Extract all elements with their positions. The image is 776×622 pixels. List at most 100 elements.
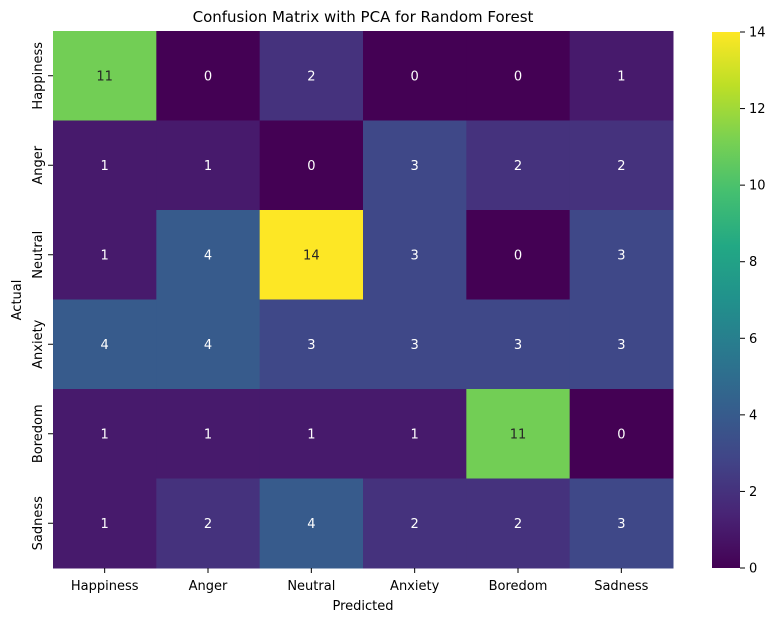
- cell-value-label: 0: [514, 248, 522, 263]
- colorbar-tick-label: 4: [749, 408, 757, 423]
- heatmap-cell: [53, 478, 157, 569]
- cell-value-label: 1: [204, 159, 212, 174]
- cell-value-label: 2: [411, 517, 419, 532]
- heatmap-cell: [259, 120, 364, 211]
- heatmap-cell: [259, 210, 364, 300]
- cell-value-label: 2: [514, 159, 522, 174]
- heatmap-cell: [466, 478, 571, 569]
- heatmap-cell: [259, 478, 364, 569]
- x-axis-ticks: Happiness Anger Neutral Anxiety Boredom Sadne…: [71, 568, 649, 594]
- cell-value-label: 3: [411, 159, 419, 174]
- x-axis-label: Predicted: [332, 599, 393, 614]
- cell-value-label: 3: [617, 248, 625, 263]
- cell-value-label: 2: [514, 517, 522, 532]
- cell-value-label: 4: [307, 517, 315, 532]
- x-tick-label: Boredom: [489, 579, 548, 594]
- colorbar-tick-label: 10: [749, 179, 766, 194]
- cell-value-label: 3: [514, 338, 522, 353]
- heatmap-cell: [156, 210, 261, 300]
- heatmap-cell: [53, 210, 157, 300]
- heatmap-cell: [569, 210, 674, 300]
- heatmap-cell: [363, 120, 467, 211]
- cell-value-label: 2: [204, 517, 212, 532]
- cell-value-label: 2: [307, 69, 315, 84]
- heatmap-cell: [466, 120, 571, 211]
- cell-value-label: 11: [96, 69, 113, 84]
- cell-value-label: 3: [411, 338, 419, 353]
- cell-value-label: 1: [101, 248, 109, 263]
- cell-value-label: 4: [204, 338, 212, 353]
- cell-value-label: 3: [307, 338, 315, 353]
- x-tick-label: Anxiety: [390, 579, 440, 594]
- heatmap-cell: [156, 120, 261, 211]
- cell-value-label: 1: [307, 427, 315, 442]
- colorbar: [712, 32, 740, 568]
- heatmap-cell: [363, 389, 467, 479]
- heatmap-cell: [569, 120, 674, 211]
- heatmap-cell: [53, 31, 157, 121]
- y-tick-label: Anger: [31, 145, 46, 184]
- heatmap-cell: [156, 478, 261, 569]
- cell-value-label: 0: [204, 69, 212, 84]
- cell-value-label: 4: [101, 338, 109, 353]
- y-axis-label: Actual: [10, 280, 25, 321]
- y-tick-label: Happiness: [31, 42, 46, 110]
- colorbar-tick-label: 8: [749, 255, 757, 270]
- heatmap-cell: [363, 210, 467, 300]
- heatmap-cell: [466, 31, 571, 121]
- cell-value-label: 4: [204, 248, 212, 263]
- x-tick-label: Sadness: [594, 579, 648, 594]
- y-tick-label: Anxiety: [31, 319, 46, 369]
- cell-value-label: 14: [303, 248, 320, 263]
- heatmap-cell: [363, 31, 467, 121]
- heatmap-cell: [259, 299, 364, 390]
- heatmap-cell: [156, 31, 261, 121]
- heatmap-cell: [259, 31, 364, 121]
- chart-title: Confusion Matrix with PCA for Random For…: [193, 8, 534, 26]
- heatmap-cell: [569, 299, 674, 390]
- heatmap-cells: [53, 31, 674, 569]
- heatmap-cell: [569, 389, 674, 479]
- heatmap-cell: [363, 299, 467, 390]
- cell-value-label: 3: [411, 248, 419, 263]
- heatmap-cell: [156, 299, 261, 390]
- colorbar-tick-label: 6: [749, 332, 757, 347]
- heatmap-cell: [53, 299, 157, 390]
- colorbar-tick-label: 2: [749, 485, 757, 500]
- cell-value-label: 0: [617, 427, 625, 442]
- heatmap-cell: [259, 389, 364, 479]
- heatmap-cell-labels: 11 0 2 0 0 11 1 0 3 2 21 4 14 3 0 34 4 3 3 3 31 1 1 1 11 01 2 4 2 2 3: [96, 69, 625, 532]
- x-tick-label: Neutral: [287, 579, 335, 594]
- heatmap-cell: [53, 120, 157, 211]
- heatmap-cell: [466, 389, 571, 479]
- heatmap-cell: [569, 31, 674, 121]
- colorbar-tick-label: 12: [749, 102, 766, 117]
- heatmap-cell: [466, 299, 571, 390]
- heatmap-cell: [363, 478, 467, 569]
- cell-value-label: 1: [101, 159, 109, 174]
- cell-value-label: 1: [411, 427, 419, 442]
- colorbar-tick-label: 0: [749, 562, 757, 577]
- heatmap-cell: [156, 389, 261, 479]
- colorbar-tick-label: 14: [749, 26, 766, 41]
- colorbar-ticks: 0 2 4 6 8 10 12 14: [740, 26, 766, 577]
- cell-value-label: 11: [510, 427, 527, 442]
- cell-value-label: 1: [617, 69, 625, 84]
- cell-value-label: 3: [617, 517, 625, 532]
- cell-value-label: 1: [204, 427, 212, 442]
- y-tick-label: Sadness: [31, 496, 46, 550]
- cell-value-label: 1: [101, 517, 109, 532]
- heatmap-cell: [569, 478, 674, 569]
- y-tick-label: Neutral: [31, 231, 46, 279]
- cell-value-label: 2: [617, 159, 625, 174]
- x-tick-label: Anger: [189, 579, 228, 594]
- cell-value-label: 0: [307, 159, 315, 174]
- cell-value-label: 0: [514, 69, 522, 84]
- heatmap-cell: [53, 389, 157, 479]
- cell-value-label: 0: [411, 69, 419, 84]
- cell-value-label: 1: [101, 427, 109, 442]
- heatmap-cell: [466, 210, 571, 300]
- y-tick-label: Boredom: [31, 404, 46, 463]
- x-tick-label: Happiness: [71, 579, 139, 594]
